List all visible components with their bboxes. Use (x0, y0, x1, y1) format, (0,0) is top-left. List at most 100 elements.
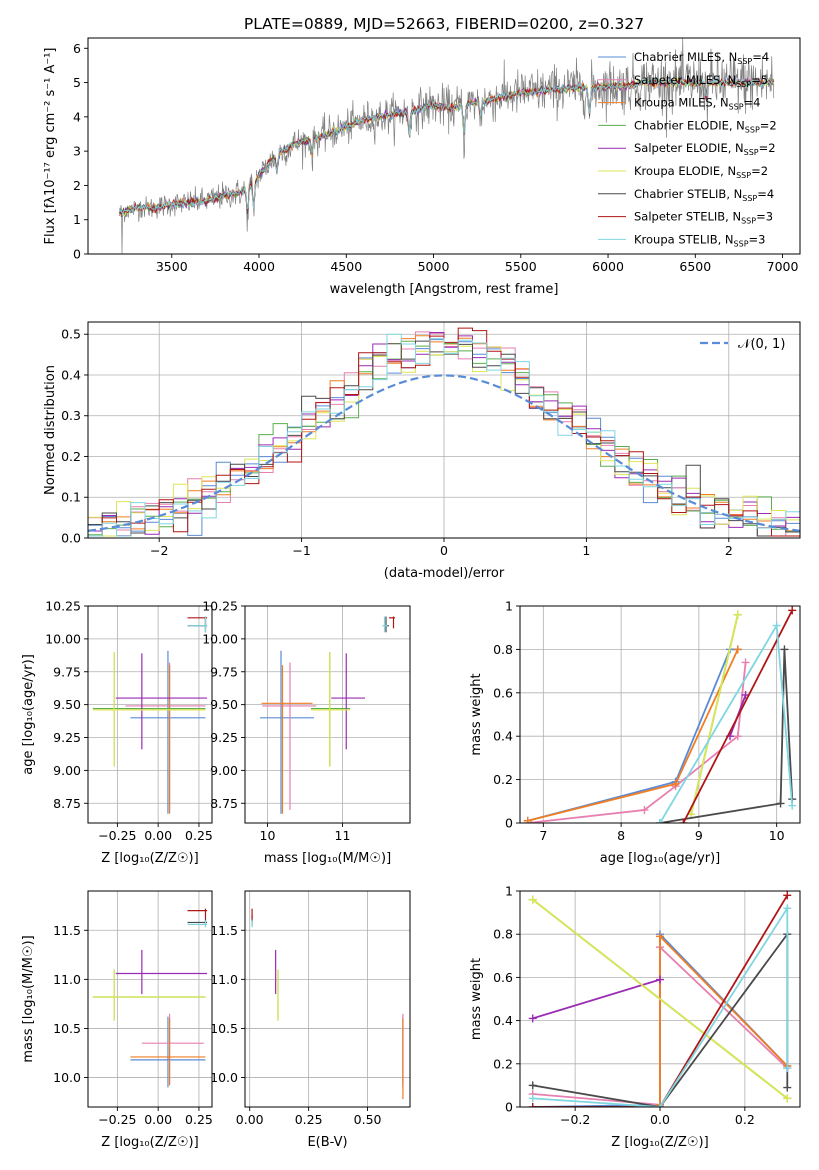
y-axis-label: mass weight (469, 673, 484, 755)
y-axis-label: Normed distribution (43, 365, 58, 495)
plot-area (88, 327, 800, 537)
x-tick-label: 0.25 (295, 1112, 323, 1127)
x-tick-label: −0.25 (98, 1112, 136, 1127)
errorbar-point (125, 662, 206, 810)
x-tick-label: −0.25 (98, 828, 136, 843)
spectrum-legend: Chabrier MILES, NSSP=4 Salpeter MILES, NS… (598, 50, 777, 248)
y-axis-label: Flux [fλ10⁻¹⁷ erg cm⁻² s⁻¹ A⁻¹] (43, 48, 58, 245)
legend-entry: Kroupa STELIB, NSSP=3 (634, 232, 765, 248)
y-tick-label: 9.50 (53, 697, 81, 712)
x-tick-label: 4000 (243, 259, 275, 274)
errorbar-point (311, 652, 350, 767)
weight-series (687, 610, 742, 819)
y-tick-label: 10.0 (210, 1070, 238, 1085)
y-tick-label: 0 (505, 1100, 513, 1115)
plot-area (92, 908, 208, 1088)
y-tick-label: 0 (505, 816, 513, 831)
y-tick-label: 10.5 (53, 1021, 81, 1036)
y-tick-label: 0.8 (493, 642, 513, 657)
x-axis-label: Z [log₁₀(Z/Z☉)] (611, 1135, 708, 1150)
y-tick-label: 0.6 (493, 970, 513, 985)
errorbar-point (187, 616, 208, 633)
y-tick-label: 11.5 (53, 923, 81, 938)
x-axis-label: E(B-V) (307, 1135, 347, 1150)
x-tick-label: 0.25 (185, 1112, 213, 1127)
errorbar-point (187, 908, 208, 919)
errorbar-point (127, 665, 206, 814)
y-tick-label: 11.0 (210, 972, 238, 987)
y-tick-label: 11.0 (53, 972, 81, 987)
errorbar-point (92, 969, 206, 1021)
y-tick-label: 0.5 (61, 327, 81, 342)
errorbar-point (187, 616, 208, 633)
x-tick-label: 1 (582, 543, 590, 558)
errorbar-point (331, 653, 365, 750)
x-tick-label: 11 (335, 828, 351, 843)
errorbar-point (261, 665, 313, 814)
x-tick-label: 0.25 (185, 828, 213, 843)
weight-series (528, 895, 792, 1103)
x-tick-label: 3500 (156, 259, 188, 274)
x-tick-label: 0.00 (236, 1112, 264, 1127)
y-tick-label: 9.50 (210, 697, 238, 712)
x-tick-label: 10 (260, 828, 276, 843)
panel-spectrum: 3500 4000 4500 5000 5500 6000 6500 7000 0 1 2 3 4 5 6 w… (43, 37, 801, 297)
errorbar-point (187, 920, 208, 928)
y-tick-label: 0.6 (493, 685, 513, 700)
weight-series (528, 904, 792, 1107)
model-spectrum-line (119, 76, 775, 217)
axes-frame (244, 890, 411, 1108)
x-tick-label: 0.2 (735, 1112, 755, 1127)
x-tick-label: 0.00 (144, 828, 172, 843)
plot-area (251, 908, 404, 1100)
plot-area (118, 38, 775, 254)
plot-area (523, 606, 797, 823)
y-tick-label: 9.00 (210, 763, 238, 778)
y-tick-label: 1 (505, 884, 513, 899)
y-tick-label: 10.00 (202, 631, 238, 646)
plot-area (260, 616, 395, 814)
x-tick-label: 5500 (505, 259, 537, 274)
y-tick-label: 8.75 (53, 796, 81, 811)
axes-frame (244, 605, 411, 824)
weight-series (679, 606, 797, 823)
x-axis-label: Z [log₁₀(Z/Z☉)] (101, 851, 198, 866)
x-tick-label: 7 (539, 828, 547, 843)
y-tick-label: 9.25 (210, 730, 238, 745)
x-tick-label: −0.2 (560, 1112, 590, 1127)
y-tick-label: 10.25 (202, 599, 238, 614)
x-axis-label: Z [log₁₀(Z/Z☉)] (101, 1135, 198, 1150)
errorbar-point (187, 616, 208, 629)
errorbar-point (92, 652, 206, 767)
panel-residuals: −2 −1 0 1 2 0.0 0.1 0.2 0.3 0.4 0.5 (data-model)/er… (43, 321, 801, 581)
axes-frame (87, 605, 213, 824)
weight-series (528, 975, 664, 1023)
y-tick-label: 0.8 (493, 927, 513, 942)
errorbar-point (130, 1016, 206, 1088)
y-tick-label: 2 (73, 178, 81, 193)
y-tick-label: 10.00 (45, 631, 81, 646)
x-tick-label: 8 (617, 828, 625, 843)
axes-frame (87, 890, 213, 1108)
y-tick-label: 3 (73, 144, 81, 159)
normal-distribution-curve (88, 374, 800, 532)
errorbar-point (92, 969, 206, 1021)
y-tick-label: 5 (73, 75, 81, 90)
errorbar-point (115, 949, 208, 995)
plot-area (92, 616, 208, 814)
x-tick-label: 0.50 (354, 1112, 382, 1127)
x-tick-label: 0 (440, 543, 448, 558)
y-tick-label: 0 (73, 247, 81, 262)
panel-weight-vs-Z: −0.2 0.0 0.2 0 0.2 0.4 0.6 0.8 1 Z [log₁₀(Z/Z☉)] m… (469, 884, 801, 1150)
x-tick-label: −2 (150, 543, 168, 558)
x-tick-label: 5000 (418, 259, 450, 274)
y-tick-label: 10.5 (210, 1021, 238, 1036)
figure-title: PLATE=0889, MJD=52663, FIBERID=0200, z=0… (244, 15, 644, 33)
x-tick-label: 10 (769, 828, 785, 843)
y-tick-label: 0.4 (493, 1013, 513, 1028)
legend-entry: 𝒩(0, 1) (738, 337, 785, 352)
x-axis-label: (data-model)/error (384, 566, 505, 581)
y-tick-label: 0.4 (61, 367, 81, 382)
x-tick-label: 6500 (679, 259, 711, 274)
